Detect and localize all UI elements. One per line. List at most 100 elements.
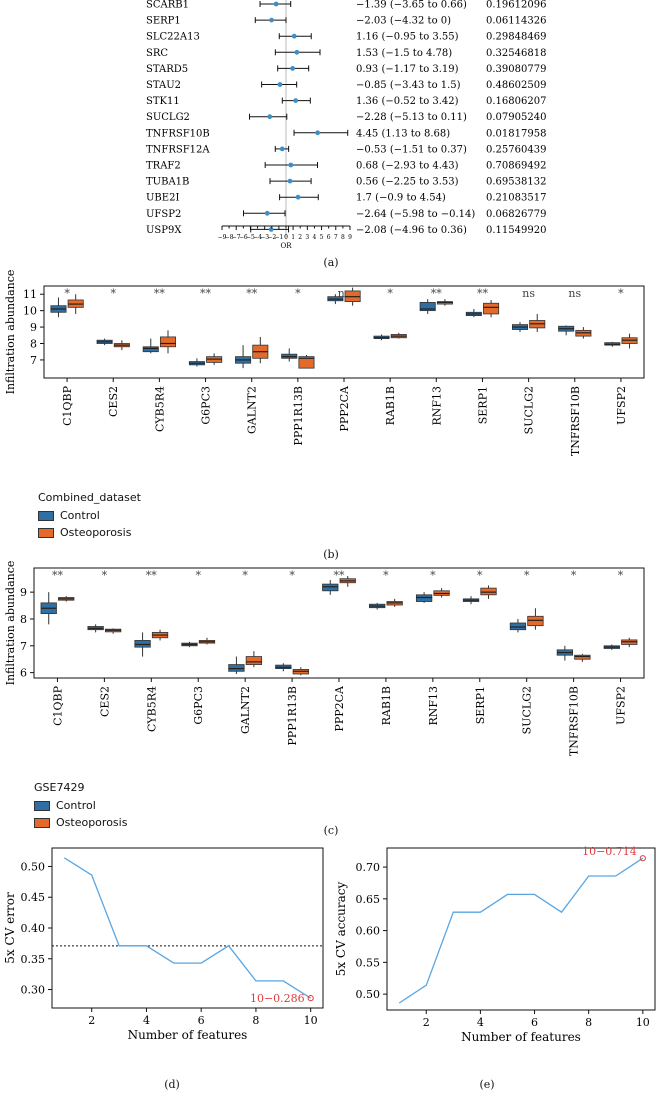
- forest-gene-label: SRC: [146, 48, 168, 59]
- forest-point: [291, 33, 297, 39]
- forest-point: [268, 227, 274, 232]
- x-tick-label: GALNT2: [246, 386, 259, 434]
- y-axis-label: Infiltration abundance: [4, 561, 17, 686]
- plot-frame: [33, 567, 645, 679]
- forest-point: [288, 162, 294, 168]
- forest-x-tick-label: −7: [232, 234, 241, 241]
- box-osteoporosis: [159, 330, 177, 354]
- forest-x-tick-label: 8: [341, 234, 345, 241]
- y-tick-label: 7: [30, 354, 37, 367]
- forest-or-ci-text: 0.68 (−2.93 to 4.43): [356, 161, 459, 172]
- x-tick-label: GALNT2: [239, 686, 252, 734]
- box-osteoporosis: [206, 353, 223, 365]
- forest-row: SUCLG2 −2.28 (−5.13 to 0.11) 0.07905240: [146, 112, 546, 123]
- box-iqr: [480, 587, 497, 596]
- y-tick-label: 9: [20, 586, 27, 599]
- legend-item-osteoporosis-b: Osteoporosis: [38, 526, 131, 539]
- box-osteoporosis: [58, 596, 75, 602]
- x-tick-label: 6: [198, 1014, 205, 1027]
- forest-or-ci-text: −2.64 (−5.98 to −0.14): [356, 209, 475, 220]
- y-tick-label: 0.40: [21, 922, 46, 935]
- significance-label: *: [383, 569, 389, 582]
- x-tick-label: CYB5R4: [153, 386, 166, 432]
- x-tick-label: 10: [636, 1016, 650, 1029]
- box-osteoporosis: [104, 628, 122, 634]
- significance-label: *: [289, 569, 295, 582]
- forest-x-tick-label: −6: [239, 234, 248, 241]
- significance-label: **: [52, 569, 64, 582]
- x-tick-label: 6: [531, 1016, 538, 1029]
- line-plot-panel-d: 0.30 0.35 0.40 0.45 0.50 2 4 6 8 10 Number of feat…: [3, 847, 324, 1091]
- panel-caption-e: (e): [479, 1078, 494, 1091]
- legend-title-c: GSE7429: [34, 781, 85, 794]
- cv-series-line: [63, 857, 312, 999]
- significance-label: *: [102, 569, 108, 582]
- forest-point: [290, 66, 296, 71]
- forest-x-tick-label: −9: [218, 234, 227, 241]
- y-tick-label: 9: [30, 321, 37, 334]
- forest-point: [277, 82, 283, 87]
- y-tick-label: 0.45: [21, 891, 46, 904]
- box-control: [188, 358, 205, 367]
- x-tick-label: PPP1R13B: [286, 686, 299, 746]
- forest-x-tick-label: 2: [298, 234, 302, 241]
- legend-swatch-control: [38, 510, 54, 521]
- box-osteoporosis: [151, 629, 169, 641]
- forest-p-value: 0.11549920: [486, 225, 546, 236]
- box-osteoporosis: [298, 355, 315, 369]
- forest-p-value: 0.06826779: [486, 209, 546, 220]
- significance-label: **: [246, 287, 258, 300]
- forest-x-tick-label: 5: [320, 234, 324, 241]
- forest-or-ci-text: 4.45 (1.13 to 8.68): [356, 128, 450, 139]
- plot-frame: [51, 847, 324, 1009]
- box-control: [509, 618, 527, 633]
- box-control: [275, 663, 292, 672]
- x-tick-label: RNF13: [427, 686, 440, 726]
- x-axis-label: Number of features: [128, 1028, 248, 1042]
- x-tick-label: G6PC3: [192, 686, 205, 725]
- x-tick-label: RAB1B: [384, 386, 397, 425]
- box-control: [465, 309, 482, 318]
- forest-or-ci-text: 0.56 (−2.25 to 3.53): [356, 177, 459, 188]
- significance-label: *: [618, 287, 624, 300]
- box-iqr: [527, 615, 544, 627]
- box-osteoporosis: [436, 299, 453, 306]
- box-control: [369, 602, 386, 610]
- forest-row: TUBA1B 0.56 (−2.25 to 3.53) 0.69538132: [146, 177, 546, 188]
- forest-x-tick-label: 7: [334, 234, 338, 241]
- significance-label: *: [524, 569, 530, 582]
- forest-x-tick-label: −4: [253, 234, 262, 241]
- forest-point: [269, 17, 274, 23]
- x-tick-label: SERP1: [476, 386, 489, 424]
- forest-row: UBE2I 1.7 (−0.9 to 4.54) 0.21083517: [146, 193, 546, 204]
- forest-or-ci-text: 1.53 (−1.5 to 4.78): [356, 48, 452, 59]
- highlight-point: [639, 855, 646, 862]
- forest-row: STAU2 −0.85 (−3.43 to 1.5) 0.48602509: [146, 80, 546, 91]
- forest-x-tick-label: −3: [260, 234, 269, 241]
- x-tick-label: G6PC3: [200, 386, 213, 425]
- forest-point: [294, 49, 300, 55]
- box-iqr: [228, 664, 245, 672]
- forest-gene-label: TUBA1B: [146, 177, 189, 188]
- box-control: [235, 345, 252, 369]
- forest-row: USP9X −2.08 (−4.96 to 0.36) 0.11549920: [146, 225, 546, 236]
- legend-swatch-osteoporosis: [34, 817, 50, 828]
- x-tick-label: 4: [143, 1014, 150, 1027]
- forest-p-value: 0.69538132: [486, 177, 546, 188]
- forest-point: [287, 178, 293, 184]
- box-osteoporosis: [574, 653, 591, 662]
- box-control: [96, 338, 113, 346]
- x-tick-label: UFSP2: [615, 386, 628, 425]
- forest-row: STARD5 0.93 (−1.17 to 3.19) 0.39080779: [146, 64, 546, 75]
- forest-or-ci-text: −0.53 (−1.51 to 0.37): [356, 144, 467, 155]
- highlight-label: 10−0.714: [582, 845, 637, 858]
- y-axis-label: 5x CV error: [3, 892, 17, 964]
- forest-or-ci-text: −0.85 (−3.43 to 1.5): [356, 80, 461, 91]
- box-iqr: [159, 336, 177, 348]
- forest-row: SLC22A13 1.16 (−0.95 to 3.55) 0.29848469: [146, 32, 546, 43]
- cv-series-line: [398, 857, 644, 1004]
- box-iqr: [134, 640, 151, 648]
- significance-label: **: [334, 569, 346, 582]
- x-tick-label: 2: [423, 1016, 430, 1029]
- box-control: [604, 341, 621, 347]
